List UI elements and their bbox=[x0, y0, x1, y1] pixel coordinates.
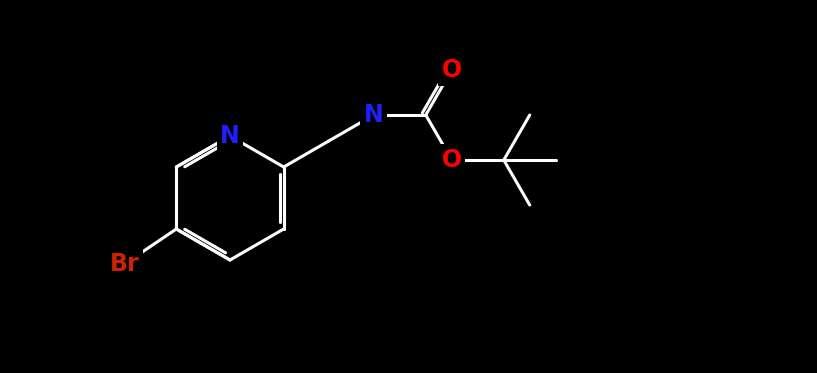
Text: N: N bbox=[364, 103, 384, 127]
Text: Br: Br bbox=[109, 252, 139, 276]
Text: O: O bbox=[442, 58, 462, 82]
Text: N: N bbox=[220, 124, 240, 148]
Text: O: O bbox=[442, 148, 462, 172]
